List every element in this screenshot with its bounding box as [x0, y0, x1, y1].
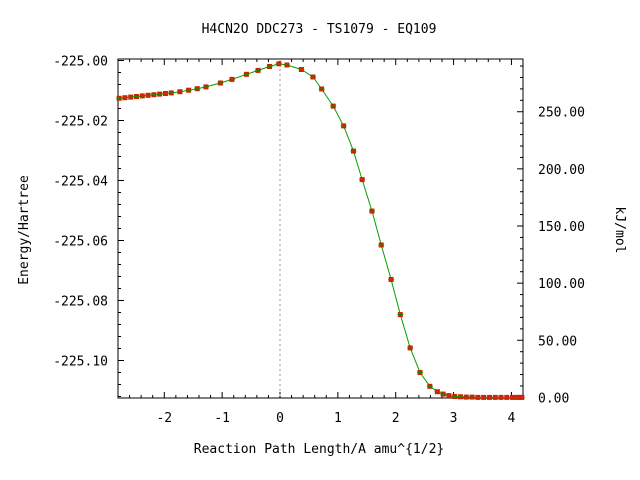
- data-point: [228, 76, 235, 82]
- y2-tick-label: 250.00: [538, 106, 585, 121]
- data-point: [243, 71, 250, 77]
- y2-tick-label: 100.00: [538, 277, 585, 292]
- data-point: [503, 394, 510, 400]
- data-point: [202, 84, 209, 90]
- data-point: [217, 80, 224, 86]
- y-tick-label: -225.06: [53, 235, 108, 250]
- data-point: [378, 242, 385, 248]
- data-point: [486, 394, 493, 400]
- data-point: [156, 91, 163, 97]
- data-point: [176, 89, 183, 95]
- data-point: [350, 148, 357, 154]
- data-point: [492, 394, 499, 400]
- data-point: [116, 95, 123, 101]
- plot-marks: [116, 59, 525, 400]
- data-point: [121, 95, 128, 101]
- data-point: [397, 312, 404, 318]
- data-point: [426, 383, 433, 389]
- data-point: [298, 67, 305, 72]
- data-point: [417, 370, 424, 375]
- data-point: [440, 391, 447, 397]
- data-point: [388, 277, 395, 282]
- x-tick-label: -2: [156, 411, 172, 426]
- data-point: [162, 91, 169, 96]
- data-point: [318, 86, 325, 92]
- data-point: [275, 61, 282, 67]
- y-tick-label: -225.02: [53, 115, 108, 130]
- data-point: [407, 345, 414, 351]
- chart-title: H4CN2O DDC273 - TS1079 - EQ109: [202, 22, 437, 37]
- y-tick-label: -225.10: [53, 355, 108, 370]
- data-point: [518, 394, 525, 400]
- data-point: [330, 103, 337, 109]
- data-point: [139, 93, 146, 99]
- data-point: [498, 394, 505, 400]
- data-point: [359, 177, 366, 183]
- data-point: [463, 394, 470, 400]
- y-tick-label: -225.04: [53, 175, 108, 190]
- data-point: [368, 208, 375, 214]
- y-tick-label: -225.08: [53, 295, 108, 310]
- y-tick-label: -225.00: [53, 55, 108, 70]
- y-axis-label: Energy/Hartree: [17, 175, 32, 285]
- data-point: [168, 90, 175, 96]
- data-point: [150, 92, 157, 98]
- x-tick-label: 2: [392, 411, 400, 426]
- data-point: [283, 62, 290, 68]
- series-line: [119, 63, 522, 398]
- data-point: [445, 393, 452, 399]
- y2-axis-label: kJ/mol: [612, 207, 627, 254]
- data-point: [340, 123, 347, 129]
- data-point: [194, 86, 201, 92]
- data-point: [451, 394, 458, 399]
- x-tick-label: 3: [450, 411, 458, 426]
- data-point: [309, 74, 316, 80]
- data-point: [145, 92, 152, 98]
- data-point: [185, 87, 192, 93]
- x-tick-label: 4: [508, 411, 516, 426]
- data-point: [469, 394, 476, 400]
- y2-tick-label: 50.00: [538, 334, 577, 349]
- y2-tick-label: 0.00: [538, 391, 569, 406]
- plot-frame: [117, 58, 524, 399]
- y2-tick-label: 150.00: [538, 220, 585, 235]
- data-point: [434, 389, 441, 395]
- data-point: [133, 94, 140, 99]
- x-tick-label: 0: [276, 411, 284, 426]
- data-point: [457, 394, 464, 400]
- x-tick-label: -1: [214, 411, 230, 426]
- data-point: [255, 67, 262, 73]
- x-axis-label: Reaction Path Length/A amu^{1/2}: [194, 442, 444, 457]
- data-point: [266, 64, 273, 69]
- data-point: [480, 394, 487, 400]
- x-tick-label: 1: [334, 411, 342, 426]
- y2-tick-label: 200.00: [538, 163, 585, 178]
- data-point: [474, 394, 481, 400]
- axes: -2 -1 0 1 2 3 4 -225.00 -225.02 -225.04 -225.06 -22…: [53, 55, 585, 427]
- data-point: [127, 94, 134, 100]
